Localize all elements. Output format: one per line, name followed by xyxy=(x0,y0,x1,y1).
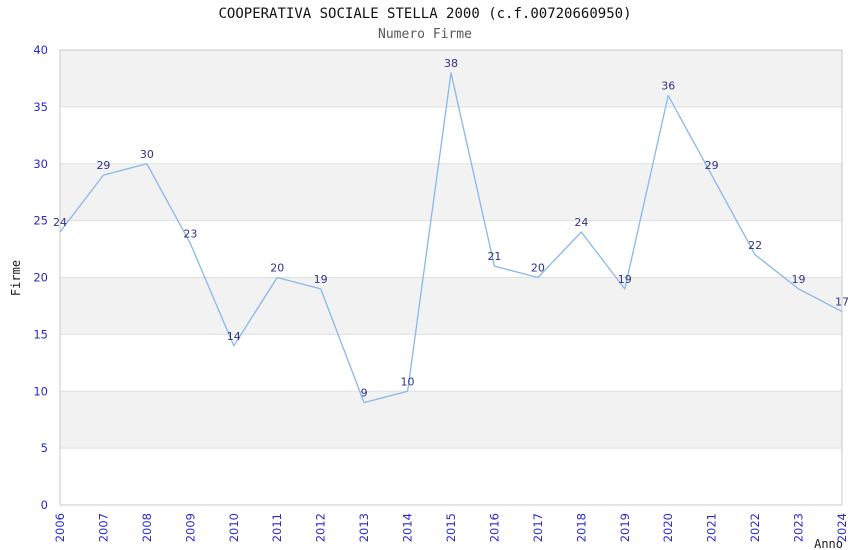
x-tick-label: 2017 xyxy=(531,513,545,542)
data-point-label: 21 xyxy=(487,250,501,263)
x-tick-label: 2020 xyxy=(661,513,675,542)
plot-band xyxy=(60,50,842,107)
data-point-label: 36 xyxy=(661,80,675,93)
x-tick-label: 2018 xyxy=(574,513,588,542)
data-point-label: 30 xyxy=(140,148,154,161)
x-tick-label: 2009 xyxy=(183,513,197,542)
x-tick-label: 2006 xyxy=(53,513,67,542)
y-tick-label: 5 xyxy=(41,441,48,455)
data-point-label: 14 xyxy=(227,330,241,343)
plot-band xyxy=(60,391,842,449)
plot-band xyxy=(60,448,842,505)
data-point-label: 10 xyxy=(401,375,415,388)
data-point-label: 23 xyxy=(183,227,197,240)
x-tick-label: 2007 xyxy=(96,513,110,542)
y-tick-label: 20 xyxy=(33,271,48,285)
data-point-label: 19 xyxy=(792,273,806,286)
plot-border xyxy=(59,49,843,506)
x-tick-label: 2010 xyxy=(227,513,241,542)
x-tick-label: 2012 xyxy=(314,513,328,542)
x-tick-label: 2014 xyxy=(401,513,415,542)
x-axis-title: Anno xyxy=(814,537,843,550)
series-line xyxy=(59,72,843,404)
plot-band xyxy=(60,277,842,335)
plot-gridlines xyxy=(60,49,842,449)
x-tick-label: 2021 xyxy=(705,513,719,542)
x-tick-label: 2023 xyxy=(792,513,806,542)
data-point-label: 19 xyxy=(314,273,328,286)
plot-band xyxy=(60,163,842,221)
data-point-label: 29 xyxy=(96,159,110,172)
data-point-label: 20 xyxy=(531,262,545,275)
y-tick-label: 25 xyxy=(33,214,48,228)
y-tick-label: 15 xyxy=(33,327,48,341)
x-tick-label: 2024 xyxy=(835,513,849,542)
x-axis-tick-labels: 2006 2007 2008 2009 2010 2011 2012 2013 2014 2015… xyxy=(53,513,849,542)
plot-bands xyxy=(60,50,842,505)
y-tick-label: 35 xyxy=(33,100,48,114)
chart-subtitle: Numero Firme xyxy=(378,27,472,42)
data-point-label: 9 xyxy=(361,387,368,400)
data-point-label: 24 xyxy=(53,216,67,229)
y-axis-tick-labels: 0 5 10 15 20 25 30 35 40 xyxy=(33,43,48,512)
data-point-label: 20 xyxy=(270,262,284,275)
x-tick-label: 2008 xyxy=(140,513,154,542)
data-point-label: 29 xyxy=(705,159,719,172)
x-tick-label: 2013 xyxy=(357,513,371,542)
x-tick-label: 2019 xyxy=(618,513,632,542)
plot-border-rect xyxy=(59,49,843,506)
y-tick-label: 10 xyxy=(33,384,48,398)
data-point-label: 17 xyxy=(835,296,849,309)
plot-band xyxy=(60,106,842,164)
chart-title: COOPERATIVA SOCIALE STELLA 2000 (c.f.007… xyxy=(218,6,632,22)
y-tick-label: 0 xyxy=(41,498,48,512)
x-tick-label: 2011 xyxy=(270,513,284,542)
plot-band xyxy=(60,220,842,278)
x-tick-label: 2016 xyxy=(487,513,501,542)
plot-band xyxy=(60,334,842,392)
data-point-label: 22 xyxy=(748,239,762,252)
data-point-label: 19 xyxy=(618,273,632,286)
data-point-label: 24 xyxy=(574,216,588,229)
x-tick-label: 2015 xyxy=(444,513,458,542)
y-axis-title: Firme xyxy=(9,260,23,296)
y-tick-label: 40 xyxy=(33,43,48,57)
x-tick-label: 2022 xyxy=(748,513,762,542)
data-point-label: 38 xyxy=(444,57,458,70)
y-tick-label: 30 xyxy=(33,157,48,171)
data-point-labels: 24 29 30 23 14 20 19 9 10 38 21 20 24 19 36 29 22 19 17 xyxy=(53,57,849,400)
data-series xyxy=(59,72,843,404)
